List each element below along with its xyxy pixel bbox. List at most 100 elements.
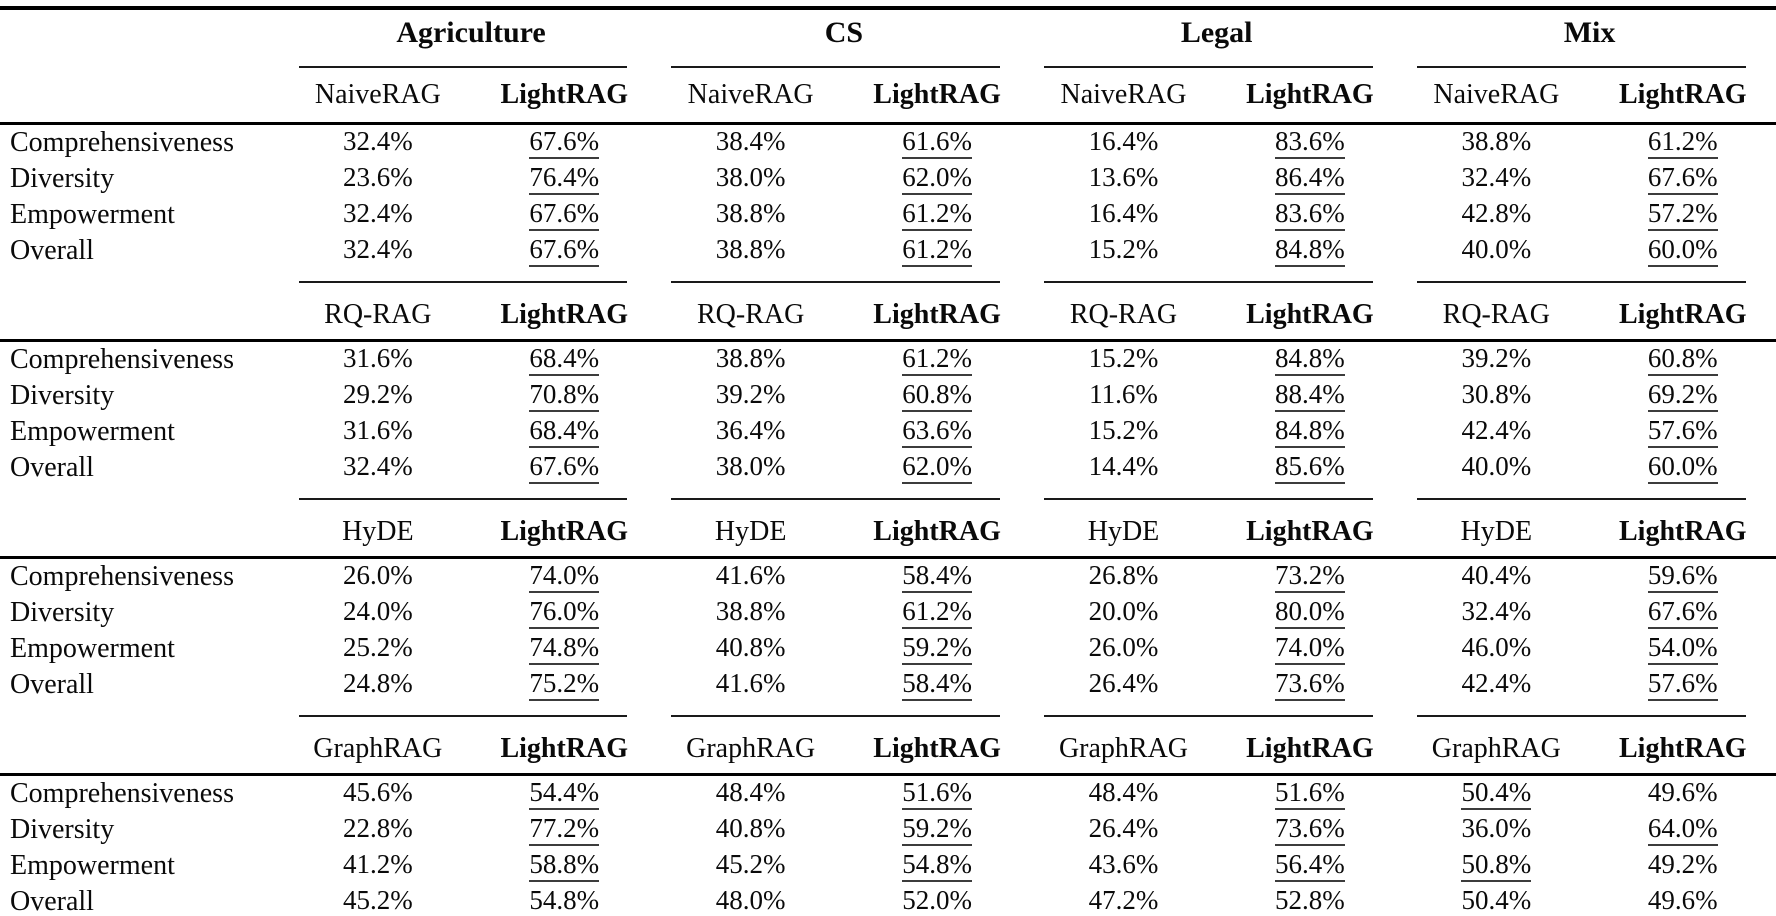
lightrag-value: 77.2% (529, 814, 600, 846)
baseline-method-label: HyDE (1087, 515, 1160, 547)
lightrag-method-label: LightRAG (1246, 298, 1374, 330)
baseline-method-label: RQ-RAG (1442, 298, 1550, 330)
value-cell-lightrag: 84.8% (1217, 233, 1403, 269)
value-cell-lightrag: 57.6% (1590, 667, 1776, 703)
value-cell-baseline: 22.8% (285, 812, 471, 848)
value-cell-lightrag: 69.2% (1590, 378, 1776, 414)
table-row: Comprehensiveness 45.6% 54.4% 48.4% 51.6% 48.… (0, 775, 1776, 813)
lightrag-value: 58.8% (529, 850, 600, 882)
baseline-value: 15.2% (1088, 233, 1159, 264)
value-cell-baseline: 50.4% (1403, 775, 1589, 813)
table-row: Overall 24.8% 75.2% 41.6% 58.4% 26.4% 73.6% 42.… (0, 667, 1776, 703)
value-cell-baseline: 15.2% (1030, 233, 1216, 269)
value-cell-baseline: 36.4% (657, 414, 843, 450)
method-header-cell: HyDE LightRAG (1030, 486, 1404, 559)
value-cell-baseline: 38.8% (657, 595, 843, 631)
value-cell-baseline: 26.0% (285, 558, 471, 596)
baseline-value: 31.6% (342, 342, 413, 373)
table-row: Empowerment 31.6% 68.4% 36.4% 63.6% 15.2% 84.8… (0, 414, 1776, 450)
value-cell-lightrag: 56.4% (1217, 848, 1403, 884)
value-cell-baseline: 24.8% (285, 667, 471, 703)
value-cell-lightrag: 60.8% (1590, 341, 1776, 379)
lightrag-value: 61.2% (902, 235, 972, 267)
value-cell-baseline: 41.6% (657, 558, 843, 596)
baseline-value: 40.0% (1461, 450, 1532, 481)
value-cell-lightrag: 61.2% (844, 595, 1030, 631)
method-header-row: NaiveRAG LightRAG NaiveRAG LightRAG NaiveRAG… (0, 68, 1776, 125)
metric-label: Comprehensiveness (10, 344, 234, 375)
lightrag-value: 84.8% (1275, 344, 1345, 376)
lightrag-value: 61.2% (1647, 127, 1718, 159)
method-header-cell: HyDE LightRAG (284, 486, 658, 559)
lightrag-value: 52.8% (1275, 886, 1345, 916)
lightrag-value: 69.2% (1647, 380, 1718, 412)
method-header-cell: HyDE LightRAG (657, 486, 1031, 559)
baseline-value: 38.8% (715, 233, 786, 264)
metric-label: Comprehensiveness (10, 127, 234, 158)
baseline-method-label: GraphRAG (1431, 732, 1561, 764)
metric-label: Overall (10, 886, 94, 916)
method-header-cell: RQ-RAG LightRAG (284, 269, 658, 342)
baseline-method-label: GraphRAG (1058, 732, 1189, 764)
lightrag-value: 73.6% (1275, 814, 1345, 846)
lightrag-value: 51.6% (902, 778, 972, 810)
metric-label: Comprehensiveness (10, 778, 234, 809)
value-cell-lightrag: 75.2% (471, 667, 657, 703)
value-cell-baseline: 38.8% (657, 233, 843, 269)
baseline-value: 50.8% (1461, 850, 1532, 882)
value-cell-baseline: 26.4% (1030, 667, 1216, 703)
value-cell-lightrag: 49.6% (1590, 775, 1776, 813)
value-cell-baseline: 30.8% (1403, 378, 1589, 414)
value-cell-lightrag: 49.6% (1590, 884, 1776, 916)
value-cell-lightrag: 84.8% (1217, 341, 1403, 379)
baseline-value: 32.4% (342, 197, 413, 228)
lightrag-value: 73.2% (1275, 561, 1345, 593)
baseline-value: 38.4% (715, 125, 786, 156)
table-row: Diversity 22.8% 77.2% 40.8% 59.2% 26.4% 73.6% 3… (0, 812, 1776, 848)
lightrag-value: 54.8% (529, 886, 600, 916)
lightrag-value: 61.6% (902, 127, 972, 159)
metric-label: Overall (10, 669, 94, 700)
metric-label: Empowerment (10, 416, 175, 447)
method-pair: HyDE LightRAG (1403, 494, 1776, 548)
value-cell-lightrag: 80.0% (1217, 595, 1403, 631)
baseline-value: 48.4% (715, 776, 786, 807)
section-cmidrule (1044, 281, 1374, 283)
value-cell-baseline: 39.2% (1403, 341, 1589, 379)
method-pair: HyDE LightRAG (1030, 494, 1403, 548)
value-cell-lightrag: 67.6% (471, 233, 657, 269)
method-header-cell: GraphRAG LightRAG (657, 703, 1031, 776)
lightrag-value: 83.6% (1275, 127, 1345, 159)
value-cell-baseline: 32.4% (1403, 161, 1589, 197)
method-pair: NaiveRAG LightRAG (1403, 79, 1776, 111)
lightrag-value: 58.4% (902, 669, 972, 701)
metric-label: Empowerment (10, 850, 175, 881)
baseline-value: 40.4% (1461, 559, 1532, 590)
lightrag-value: 84.8% (1275, 416, 1345, 448)
lightrag-method-label: LightRAG (1619, 298, 1747, 330)
table-row: Empowerment 41.2% 58.8% 45.2% 54.8% 43.6% 56.4… (0, 848, 1776, 884)
value-cell-baseline: 45.2% (657, 848, 843, 884)
baseline-method-label: HyDE (1460, 515, 1533, 547)
lightrag-value: 88.4% (1275, 380, 1345, 412)
value-cell-baseline: 43.6% (1030, 848, 1216, 884)
value-cell-lightrag: 83.6% (1217, 124, 1403, 162)
value-cell-lightrag: 58.4% (844, 558, 1030, 596)
lightrag-value: 60.0% (1647, 452, 1718, 484)
value-cell-lightrag: 85.6% (1217, 450, 1403, 486)
lightrag-value: 57.2% (1647, 199, 1718, 231)
lightrag-value: 62.0% (902, 452, 972, 484)
lightrag-value: 75.2% (529, 669, 600, 701)
value-cell-baseline: 45.6% (285, 775, 471, 813)
method-header-cell: RQ-RAG LightRAG (1403, 269, 1776, 342)
method-corner-cell (0, 269, 285, 342)
baseline-value: 42.8% (1461, 197, 1532, 228)
section-cmidrule (298, 715, 628, 717)
method-pair: RQ-RAG LightRAG (285, 277, 658, 331)
lightrag-value: 68.4% (529, 416, 600, 448)
value-cell-lightrag: 67.6% (471, 450, 657, 486)
lightrag-value: 67.6% (529, 199, 600, 231)
method-pair: HyDE LightRAG (285, 494, 658, 548)
baseline-value: 42.4% (1461, 667, 1532, 698)
lightrag-method-label: LightRAG (1246, 732, 1374, 764)
